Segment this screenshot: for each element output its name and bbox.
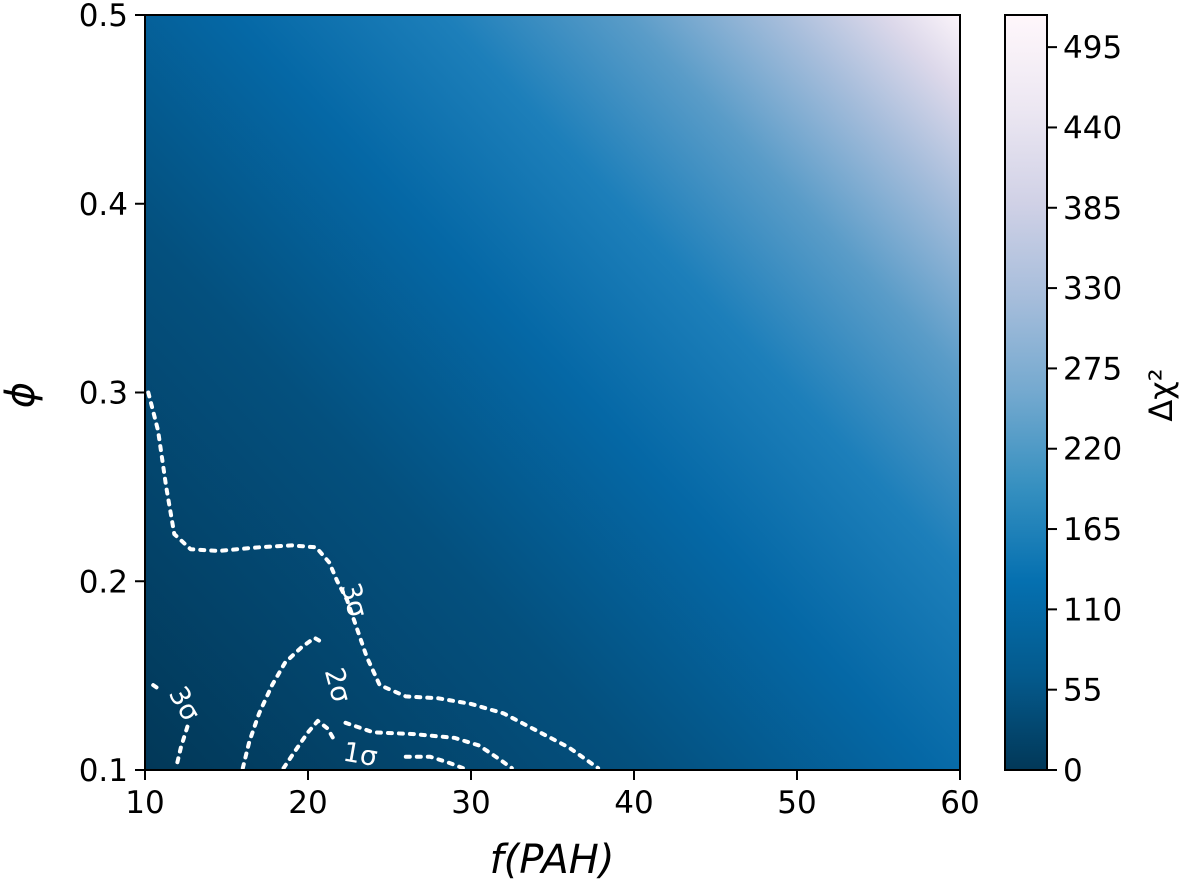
colorbar-label: Δχ² bbox=[1142, 368, 1180, 421]
contour-line bbox=[174, 724, 190, 770]
y-tick-label: 0.1 bbox=[79, 753, 128, 789]
colorbar-tick-label: 385 bbox=[1063, 191, 1122, 227]
x-tick-label: 20 bbox=[288, 785, 327, 821]
y-tick-label: 0.2 bbox=[79, 564, 128, 600]
y-axis-label: ϕ bbox=[0, 382, 44, 408]
contour-label: 1σ bbox=[341, 737, 380, 773]
contour-line bbox=[146, 390, 601, 770]
contour-line bbox=[240, 635, 323, 770]
x-axis-label: f(PAH) bbox=[490, 837, 615, 883]
x-axis-ticks: 10 20 30 40 50 60 bbox=[125, 770, 980, 821]
x-tick-label: 40 bbox=[614, 785, 653, 821]
y-tick-label: 0.5 bbox=[79, 0, 128, 34]
colorbar-tick-label: 275 bbox=[1063, 351, 1122, 387]
y-axis-ticks: 0.1 0.2 0.3 0.4 0.5 bbox=[79, 0, 145, 789]
contour-line bbox=[343, 720, 514, 770]
colorbar-tick-label: 165 bbox=[1063, 512, 1122, 548]
colorbar-tick-label: 440 bbox=[1063, 110, 1122, 146]
x-tick-label: 10 bbox=[125, 785, 164, 821]
colorbar-tick-label: 220 bbox=[1063, 432, 1122, 468]
contour-line bbox=[151, 683, 164, 693]
colorbar-ticks: 0 55 110 165 220 275 330 385 440 495 bbox=[1047, 30, 1122, 789]
x-tick-label: 30 bbox=[451, 785, 490, 821]
colorbar-tick-label: 55 bbox=[1063, 673, 1102, 709]
contour-lines bbox=[146, 390, 601, 770]
colorbar bbox=[1004, 14, 1048, 771]
y-tick-label: 0.3 bbox=[79, 376, 128, 412]
x-tick-label: 50 bbox=[777, 785, 816, 821]
contour-line bbox=[403, 754, 465, 770]
colorbar-tick-label: 110 bbox=[1063, 592, 1122, 628]
y-tick-label: 0.4 bbox=[79, 187, 128, 223]
colorbar-tick-label: 330 bbox=[1063, 271, 1122, 307]
x-tick-label: 60 bbox=[940, 785, 979, 821]
colorbar-tick-label: 495 bbox=[1063, 30, 1122, 66]
heatmap-field bbox=[145, 15, 960, 770]
colorbar-tick-label: 0 bbox=[1063, 753, 1083, 789]
